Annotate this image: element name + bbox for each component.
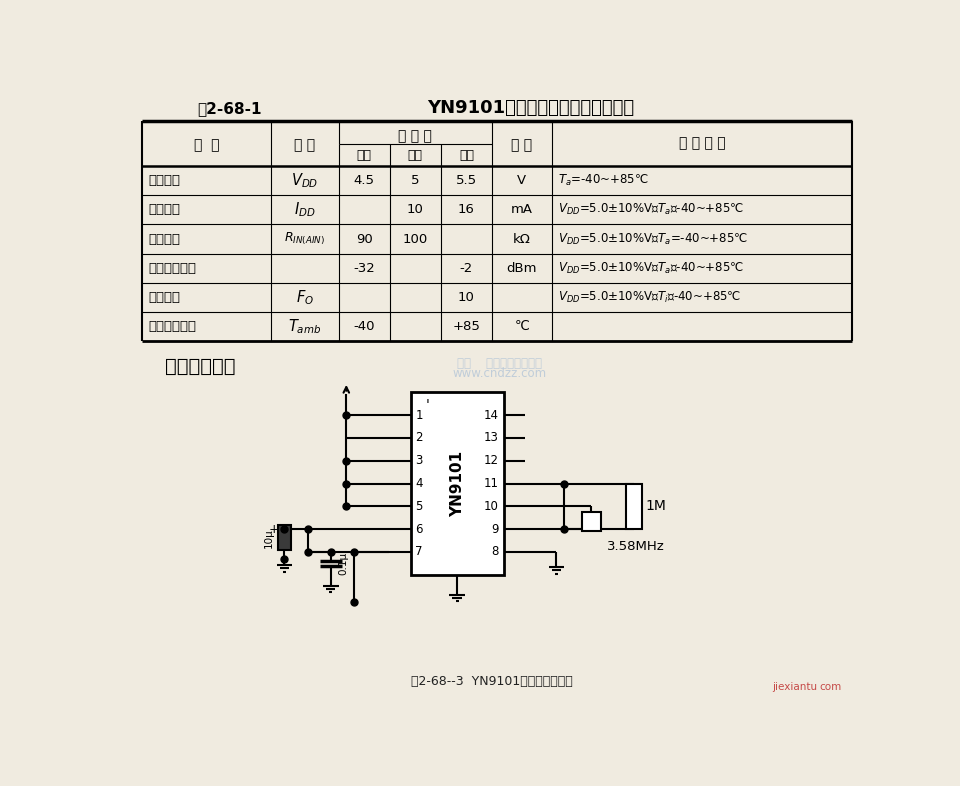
Text: -32: -32 — [353, 262, 375, 275]
Text: $V_{DD}$: $V_{DD}$ — [291, 171, 319, 190]
Text: 5: 5 — [411, 174, 420, 187]
Text: 杭州    虚拟科技有限公司: 杭州 虚拟科技有限公司 — [457, 357, 542, 369]
Text: YN9101: YN9101 — [449, 450, 465, 516]
Text: +: + — [269, 523, 279, 537]
Text: 典型: 典型 — [408, 149, 422, 162]
Text: mA: mA — [511, 204, 533, 216]
Text: $V_{DD}$=5.0±10%V；$T_a$=-40~+85℃: $V_{DD}$=5.0±10%V；$T_a$=-40~+85℃ — [558, 232, 748, 247]
Text: -40: -40 — [353, 321, 374, 333]
Text: +85: +85 — [452, 321, 480, 333]
Text: 典型应用电路: 典型应用电路 — [165, 357, 235, 376]
Text: ': ' — [425, 398, 430, 412]
Text: 输入阻抗: 输入阻抗 — [148, 233, 180, 245]
Text: 10μ: 10μ — [264, 527, 274, 548]
Text: $V_{DD}$=5.0±10%V；$T_a$＝-40~+85℃: $V_{DD}$=5.0±10%V；$T_a$＝-40~+85℃ — [558, 202, 744, 218]
Text: 14: 14 — [484, 409, 499, 421]
Text: 16: 16 — [458, 204, 475, 216]
Text: $T_{amb}$: $T_{amb}$ — [288, 318, 322, 336]
Text: 13: 13 — [484, 432, 499, 444]
Text: 100: 100 — [402, 233, 428, 245]
Text: $I_{DD}$: $I_{DD}$ — [294, 200, 316, 219]
Text: 最大: 最大 — [459, 149, 474, 162]
Text: 1: 1 — [416, 409, 422, 421]
Bar — [582, 512, 601, 531]
Text: 10: 10 — [458, 291, 475, 304]
Text: 图2-68--3  YN9101典型应用电路图: 图2-68--3 YN9101典型应用电路图 — [411, 674, 573, 688]
Text: YN9101电气技术指标符号及参数值: YN9101电气技术指标符号及参数值 — [427, 99, 635, 117]
Text: jiexiantu: jiexiantu — [772, 682, 817, 692]
Text: $R_{IN(AIN)}$: $R_{IN(AIN)}$ — [284, 231, 325, 248]
Text: 单 位: 单 位 — [512, 138, 533, 152]
Text: ℃: ℃ — [515, 321, 529, 333]
Text: www.cndzz.com: www.cndzz.com — [453, 367, 547, 380]
Bar — [411, 392, 504, 575]
Text: 10: 10 — [484, 500, 499, 513]
Text: com: com — [819, 682, 841, 692]
Text: 最小: 最小 — [356, 149, 372, 162]
Text: 7: 7 — [416, 545, 422, 559]
Text: $T_a$=-40~+85℃: $T_a$=-40~+85℃ — [558, 173, 649, 188]
Text: 5: 5 — [416, 500, 422, 513]
Text: kΩ: kΩ — [513, 233, 531, 245]
Text: 4: 4 — [416, 477, 422, 490]
Text: 9: 9 — [492, 523, 499, 536]
Text: 名  称: 名 称 — [194, 138, 219, 152]
Text: 2: 2 — [416, 432, 422, 444]
Text: 工作环境温度: 工作环境温度 — [148, 321, 196, 333]
Text: 10: 10 — [407, 204, 423, 216]
Text: 检测信号电平: 检测信号电平 — [148, 262, 196, 275]
Text: 扇出能力: 扇出能力 — [148, 291, 180, 304]
Text: 8: 8 — [492, 545, 499, 559]
Text: -2: -2 — [460, 262, 473, 275]
Text: 3: 3 — [416, 454, 422, 467]
Text: 符 号: 符 号 — [295, 138, 316, 152]
Text: 12: 12 — [484, 454, 499, 467]
Text: 11: 11 — [484, 477, 499, 490]
Text: $F_O$: $F_O$ — [296, 288, 314, 307]
Text: dBm: dBm — [507, 262, 537, 275]
Text: 5.5: 5.5 — [456, 174, 477, 187]
Text: 4.5: 4.5 — [353, 174, 374, 187]
Text: 0.1μ: 0.1μ — [339, 552, 348, 575]
Text: V: V — [517, 174, 526, 187]
Text: 测 试 条 件: 测 试 条 件 — [679, 137, 726, 151]
Text: 电源电流: 电源电流 — [148, 204, 180, 216]
Text: 6: 6 — [416, 523, 422, 536]
Text: 电源电压: 电源电压 — [148, 174, 180, 187]
Bar — [626, 483, 641, 529]
Text: 1M: 1M — [645, 499, 666, 513]
Text: 3.58MHz: 3.58MHz — [607, 540, 664, 553]
Text: $V_{DD}$=5.0±10%V；$T_a$＝-40~+85℃: $V_{DD}$=5.0±10%V；$T_a$＝-40~+85℃ — [558, 261, 744, 276]
Text: 表2-68-1: 表2-68-1 — [198, 101, 262, 116]
Text: $V_{DD}$=5.0±10%V；$T_i$＝-40~+85℃: $V_{DD}$=5.0±10%V；$T_i$＝-40~+85℃ — [558, 290, 741, 305]
Text: 参 数 值: 参 数 值 — [398, 130, 432, 144]
Text: 90: 90 — [356, 233, 372, 245]
Bar — [278, 525, 291, 550]
